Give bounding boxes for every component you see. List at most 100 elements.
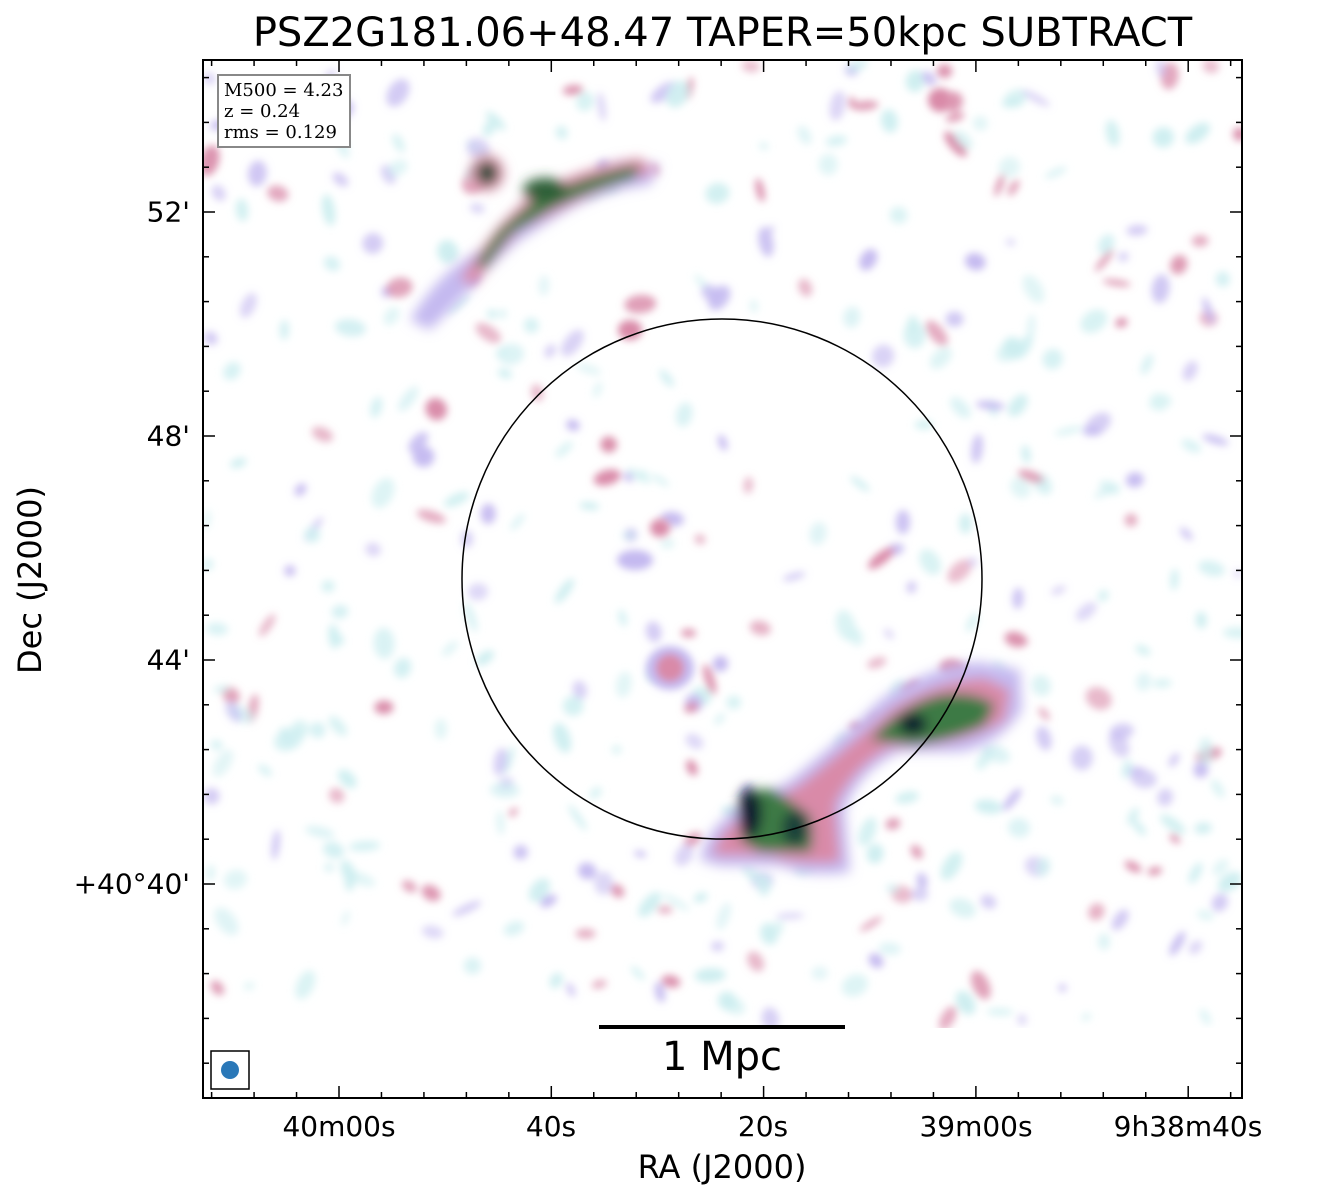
noise-blob bbox=[850, 476, 870, 492]
noise-blob bbox=[919, 549, 941, 575]
noise-blob bbox=[469, 203, 485, 214]
scale-bar-label: 1 Mpc bbox=[661, 1034, 783, 1080]
r500-circle bbox=[461, 318, 983, 840]
noise-blob bbox=[775, 912, 805, 920]
noise-blob bbox=[916, 872, 928, 889]
noise-blob bbox=[528, 878, 551, 903]
noise-blob bbox=[328, 787, 345, 804]
noise-blob bbox=[818, 154, 838, 175]
ytick-label: 52' bbox=[146, 195, 190, 229]
noise-blob bbox=[1105, 119, 1120, 147]
noise-blob bbox=[858, 817, 877, 847]
noise-blob bbox=[421, 925, 444, 939]
noise-blob bbox=[373, 627, 395, 659]
noise-blob bbox=[1197, 909, 1214, 921]
ytick-label: +40°40' bbox=[73, 867, 190, 901]
noise-blob bbox=[880, 109, 898, 133]
noise-blob bbox=[921, 71, 937, 86]
noise-blob bbox=[549, 972, 563, 989]
noise-blob bbox=[759, 142, 769, 150]
noise-blob bbox=[809, 522, 827, 545]
noise-blob bbox=[568, 804, 587, 831]
noise-blob bbox=[1170, 568, 1179, 591]
noise-blob bbox=[1008, 818, 1030, 838]
noise-blob bbox=[575, 928, 596, 939]
xtick-label: 40m00s bbox=[282, 1110, 396, 1143]
noise-blob bbox=[965, 612, 979, 633]
rms-label: rms = 0.129 bbox=[224, 122, 337, 143]
x-axis-label: RA (J2000) bbox=[637, 1148, 807, 1186]
noise-blob bbox=[705, 182, 730, 204]
noise-blob bbox=[347, 871, 376, 887]
noise-blob bbox=[1012, 587, 1024, 610]
noise-blob bbox=[716, 902, 731, 930]
noise-blob bbox=[1088, 903, 1105, 921]
noise-blob bbox=[203, 558, 214, 571]
noise-blob bbox=[758, 226, 774, 257]
noise-blob bbox=[1198, 560, 1225, 577]
noise-blob bbox=[708, 285, 731, 311]
noise-blob bbox=[271, 829, 281, 860]
noise-blob bbox=[1169, 833, 1181, 844]
noise-blob bbox=[442, 641, 458, 657]
noise-blob bbox=[337, 769, 357, 789]
noise-blob bbox=[683, 832, 702, 847]
noise-blob bbox=[203, 72, 216, 85]
noise-blob bbox=[929, 347, 952, 369]
noise-blob bbox=[976, 747, 994, 770]
noise-blob bbox=[480, 503, 496, 525]
noise-blob bbox=[884, 628, 894, 640]
noise-blob bbox=[540, 894, 557, 908]
noise-blob bbox=[835, 610, 856, 641]
noise-blob bbox=[970, 970, 991, 1000]
noise-blob bbox=[554, 578, 575, 604]
noise-blob bbox=[544, 344, 557, 358]
noise-blob bbox=[950, 397, 971, 419]
noise-blob bbox=[693, 892, 708, 903]
noise-blob bbox=[1036, 726, 1052, 751]
noise-blob bbox=[1017, 1014, 1027, 1026]
noise-blob bbox=[1151, 274, 1170, 304]
noise-blob bbox=[1168, 752, 1180, 768]
noise-blob bbox=[486, 309, 498, 319]
noise-blob bbox=[694, 534, 706, 545]
noise-blob bbox=[386, 277, 413, 298]
noise-blob bbox=[1111, 909, 1129, 931]
noise-blob bbox=[1022, 274, 1045, 304]
noise-blob bbox=[660, 538, 675, 549]
noise-blob bbox=[1093, 483, 1119, 499]
noise-blob bbox=[323, 256, 341, 272]
noise-blob bbox=[408, 431, 429, 453]
noise-blob bbox=[1124, 860, 1142, 873]
noise-blob bbox=[213, 685, 230, 693]
noise-blob bbox=[566, 982, 576, 997]
noise-blob bbox=[572, 680, 588, 700]
noise-blob bbox=[1117, 251, 1129, 262]
noise-blob bbox=[972, 116, 988, 131]
noise-blob bbox=[1157, 788, 1174, 807]
noise-blob bbox=[905, 69, 925, 93]
noise-blob bbox=[624, 294, 657, 314]
noise-blob bbox=[1038, 707, 1050, 721]
noise-blob bbox=[463, 602, 478, 632]
noise-blob bbox=[974, 799, 1003, 814]
noise-blob bbox=[510, 513, 525, 531]
noise-blob bbox=[579, 501, 600, 511]
noise-blob bbox=[466, 137, 490, 160]
noise-blob bbox=[868, 547, 895, 570]
noise-blob bbox=[508, 807, 518, 817]
noise-blob bbox=[1181, 439, 1201, 453]
noise-blob bbox=[1211, 893, 1229, 912]
noise-blob bbox=[895, 509, 911, 535]
noise-blob bbox=[211, 184, 226, 202]
noise-blob bbox=[645, 621, 662, 643]
southeast-relic bbox=[700, 662, 1022, 874]
noise-blob bbox=[332, 172, 349, 187]
noise-blob bbox=[910, 844, 923, 859]
noise-blob bbox=[311, 426, 333, 442]
noise-blob bbox=[825, 135, 848, 147]
noise-blob bbox=[663, 893, 690, 911]
noise-blob bbox=[638, 470, 648, 478]
noise-blob bbox=[328, 716, 348, 736]
noise-blob bbox=[618, 609, 627, 627]
